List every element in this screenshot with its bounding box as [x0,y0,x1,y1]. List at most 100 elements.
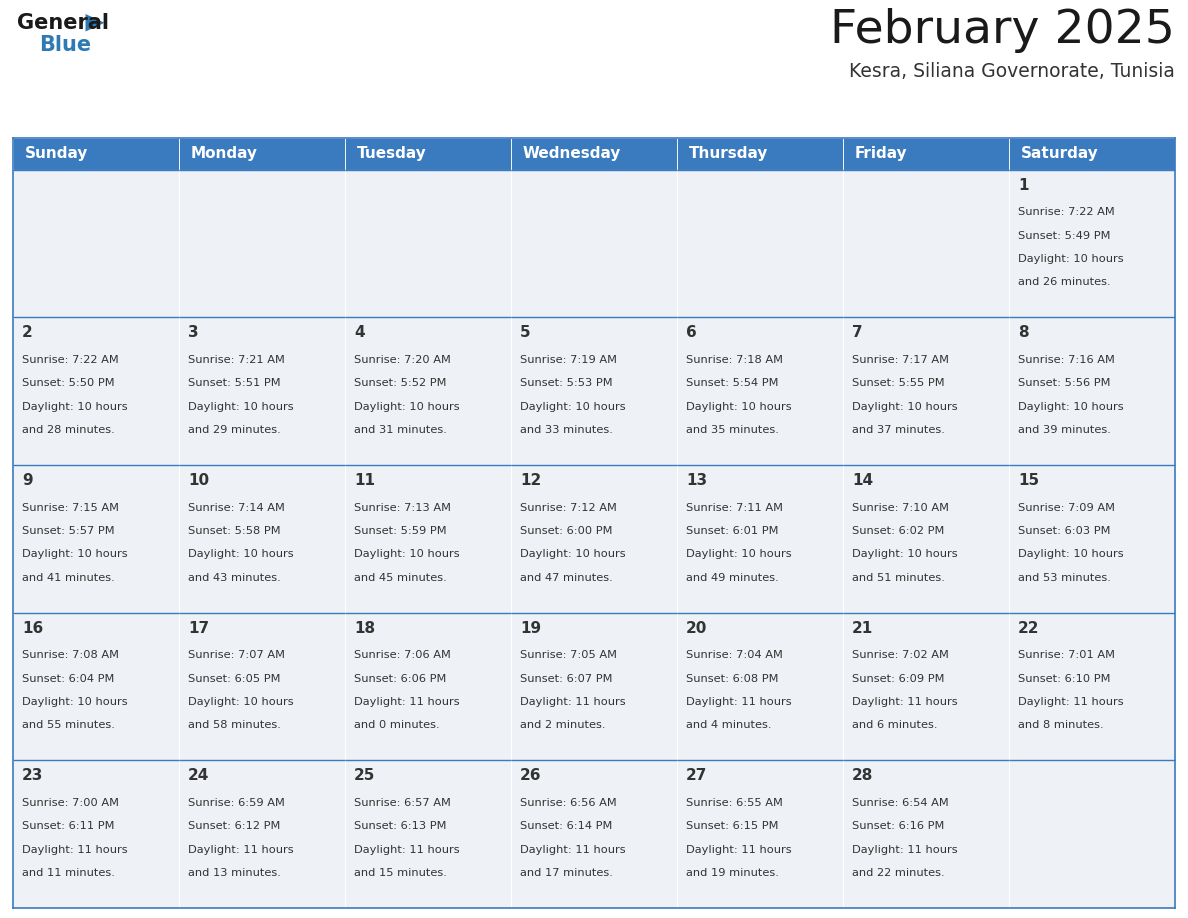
Bar [179,170,345,318]
Bar [13,170,179,318]
Bar [511,318,677,465]
Text: Sunrise: 7:22 AM: Sunrise: 7:22 AM [1018,207,1114,218]
Text: 4: 4 [354,325,365,341]
Text: Sunrise: 6:57 AM: Sunrise: 6:57 AM [354,798,451,808]
Text: Sunrise: 7:16 AM: Sunrise: 7:16 AM [1018,355,1116,364]
Bar [13,318,179,465]
Text: and 33 minutes.: and 33 minutes. [520,425,613,435]
Text: Daylight: 10 hours: Daylight: 10 hours [188,697,293,707]
Text: Daylight: 10 hours: Daylight: 10 hours [1018,254,1124,263]
Text: Sunday: Sunday [25,146,88,162]
Text: Sunrise: 7:05 AM: Sunrise: 7:05 AM [520,650,617,660]
Bar [13,760,179,908]
Text: 19: 19 [520,621,542,636]
Text: February 2025: February 2025 [830,8,1175,53]
Text: and 29 minutes.: and 29 minutes. [188,425,280,435]
Bar [13,138,179,170]
Text: Sunset: 6:06 PM: Sunset: 6:06 PM [354,674,447,684]
Text: 27: 27 [687,768,708,783]
Text: Tuesday: Tuesday [356,146,426,162]
Text: 22: 22 [1018,621,1040,636]
Text: Sunset: 6:00 PM: Sunset: 6:00 PM [520,526,613,536]
Text: Daylight: 10 hours: Daylight: 10 hours [354,549,460,559]
Text: 3: 3 [188,325,198,341]
Text: Sunrise: 6:59 AM: Sunrise: 6:59 AM [188,798,285,808]
Text: Sunset: 6:08 PM: Sunset: 6:08 PM [687,674,778,684]
Text: 23: 23 [23,768,44,783]
Text: Daylight: 10 hours: Daylight: 10 hours [687,401,791,411]
Text: Daylight: 10 hours: Daylight: 10 hours [354,401,460,411]
Bar [677,465,843,612]
Text: Sunset: 6:15 PM: Sunset: 6:15 PM [687,822,778,832]
Text: and 6 minutes.: and 6 minutes. [852,721,937,731]
Text: 10: 10 [188,473,209,488]
Text: Sunrise: 7:09 AM: Sunrise: 7:09 AM [1018,502,1116,512]
Text: Daylight: 11 hours: Daylight: 11 hours [1018,697,1124,707]
Text: Friday: Friday [854,146,908,162]
Text: Sunset: 6:07 PM: Sunset: 6:07 PM [520,674,613,684]
Text: Monday: Monday [190,146,258,162]
Text: Sunrise: 7:11 AM: Sunrise: 7:11 AM [687,502,783,512]
Bar [511,170,677,318]
Text: 12: 12 [520,473,542,488]
Text: Sunrise: 7:18 AM: Sunrise: 7:18 AM [687,355,783,364]
Text: Sunrise: 7:15 AM: Sunrise: 7:15 AM [23,502,119,512]
Text: Daylight: 11 hours: Daylight: 11 hours [852,697,958,707]
Text: Wednesday: Wednesday [523,146,621,162]
Text: 8: 8 [1018,325,1029,341]
Bar [511,465,677,612]
Text: Sunset: 6:02 PM: Sunset: 6:02 PM [852,526,944,536]
Text: and 41 minutes.: and 41 minutes. [23,573,115,583]
Text: 13: 13 [687,473,707,488]
Bar [677,760,843,908]
Text: 6: 6 [687,325,697,341]
Text: Sunrise: 6:55 AM: Sunrise: 6:55 AM [687,798,783,808]
Bar [843,465,1009,612]
Text: Sunset: 6:09 PM: Sunset: 6:09 PM [852,674,944,684]
Text: Sunset: 5:51 PM: Sunset: 5:51 PM [188,378,280,388]
Text: Sunrise: 7:12 AM: Sunrise: 7:12 AM [520,502,617,512]
Text: Daylight: 10 hours: Daylight: 10 hours [23,549,128,559]
Text: Daylight: 11 hours: Daylight: 11 hours [852,845,958,855]
Bar [345,760,511,908]
Text: Sunset: 5:50 PM: Sunset: 5:50 PM [23,378,115,388]
Text: Sunrise: 7:20 AM: Sunrise: 7:20 AM [354,355,451,364]
Bar [179,318,345,465]
Text: Sunset: 6:04 PM: Sunset: 6:04 PM [23,674,114,684]
Text: Daylight: 11 hours: Daylight: 11 hours [23,845,128,855]
Bar [1009,170,1175,318]
Text: and 43 minutes.: and 43 minutes. [188,573,280,583]
Text: and 37 minutes.: and 37 minutes. [852,425,944,435]
Text: Sunrise: 7:22 AM: Sunrise: 7:22 AM [23,355,119,364]
Text: Daylight: 10 hours: Daylight: 10 hours [188,401,293,411]
Text: Blue: Blue [39,35,91,55]
Text: Daylight: 10 hours: Daylight: 10 hours [852,549,958,559]
Text: Daylight: 10 hours: Daylight: 10 hours [687,549,791,559]
Text: Sunset: 5:56 PM: Sunset: 5:56 PM [1018,378,1111,388]
Text: Sunset: 5:57 PM: Sunset: 5:57 PM [23,526,115,536]
Bar [1009,760,1175,908]
Text: and 13 minutes.: and 13 minutes. [188,868,282,878]
Text: Sunrise: 7:10 AM: Sunrise: 7:10 AM [852,502,949,512]
Bar [843,138,1009,170]
Text: Kesra, Siliana Governorate, Tunisia: Kesra, Siliana Governorate, Tunisia [849,62,1175,81]
Text: Sunrise: 7:14 AM: Sunrise: 7:14 AM [188,502,285,512]
Text: Sunrise: 7:21 AM: Sunrise: 7:21 AM [188,355,285,364]
Text: General: General [17,13,109,33]
Bar [843,612,1009,760]
Text: and 31 minutes.: and 31 minutes. [354,425,447,435]
Bar [511,138,677,170]
Bar [511,612,677,760]
Bar [843,170,1009,318]
Text: 17: 17 [188,621,209,636]
Bar [1009,138,1175,170]
Text: 20: 20 [687,621,708,636]
Bar [843,318,1009,465]
Text: Sunset: 5:58 PM: Sunset: 5:58 PM [188,526,280,536]
Bar [1009,318,1175,465]
Text: Sunset: 6:10 PM: Sunset: 6:10 PM [1018,674,1111,684]
Text: and 22 minutes.: and 22 minutes. [852,868,944,878]
Bar [345,138,511,170]
Text: Sunset: 6:03 PM: Sunset: 6:03 PM [1018,526,1111,536]
Text: Sunrise: 7:17 AM: Sunrise: 7:17 AM [852,355,949,364]
